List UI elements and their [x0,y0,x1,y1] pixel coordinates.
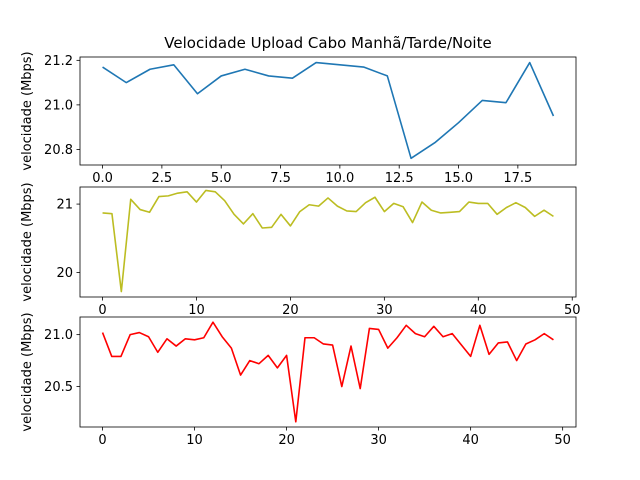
plot-frame [79,56,577,166]
x-tick-label: 30 [370,433,387,448]
y-tick-label: 21.2 [44,54,73,69]
chart-title: Velocidade Upload Cabo Manhã/Tarde/Noite [164,34,491,52]
y-tick-label: 20.5 [44,380,73,395]
x-tick-label: 15.0 [444,171,473,186]
y-axis-label: velocidade (Mbps) [20,51,35,170]
x-tick-label: 20 [278,433,295,448]
y-tick-label: 21.0 [44,328,73,343]
x-tick-label: 2.5 [152,171,173,186]
x-tick-label: 12.5 [385,171,414,186]
x-tick-label: 0 [98,433,106,448]
x-tick-label: 10.0 [325,171,354,186]
y-tick-label: 20 [56,266,73,281]
y-tick-label: 21 [56,198,73,213]
chart-panel-3: 0 10 20 30 40 50 20.5 21.0 velocidade (Mbps) [20,312,577,448]
chart-panel-2: 0 10 20 30 40 50 20 21 velocidade (Mbps) [20,182,581,318]
x-tick-label: 50 [554,433,571,448]
x-tick-label: 17.5 [503,171,532,186]
series-line-2-1 [102,189,554,293]
series-line-3-1 [101,321,554,423]
y-tick-label: 21.0 [44,98,73,113]
x-tick-label: 50 [564,303,581,318]
y-axis-label: velocidade (Mbps) [20,312,35,431]
x-tick-label: 0.0 [92,171,113,186]
x-tick-label: 5.0 [211,171,232,186]
y-tick-label: 20.8 [44,143,73,158]
series-line-1-1 [102,61,555,160]
x-tick-label: 40 [470,303,487,318]
x-tick-label: 20 [282,303,299,318]
x-tick-label: 7.5 [270,171,291,186]
x-tick-label: 30 [376,303,393,318]
x-tick-label: 0 [98,303,106,318]
x-tick-label: 10 [188,303,205,318]
plot-frame [79,186,577,298]
x-tick-label: 10 [186,433,203,448]
plot-frame [79,316,577,428]
chart-panel-1: 0.0 2.5 5.0 7.5 10.0 12.5 15.0 17.5 20.8 21.0 21.2… [20,34,577,186]
x-tick-label: 40 [462,433,479,448]
y-axis-label: velocidade (Mbps) [20,182,35,301]
